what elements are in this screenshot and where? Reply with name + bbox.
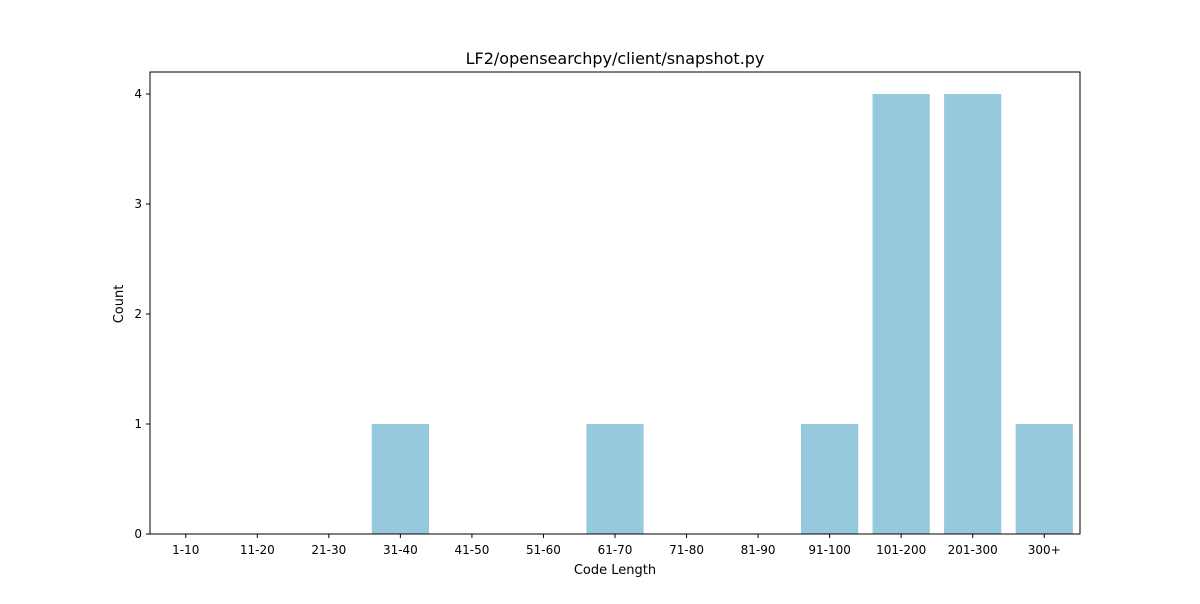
y-tick-label: 0 <box>134 527 142 541</box>
x-tick-label: 11-20 <box>240 543 275 557</box>
y-axis-label: Count <box>112 285 127 324</box>
chart-title: LF2/opensearchpy/client/snapshot.py <box>466 49 765 68</box>
x-tick-label: 61-70 <box>598 543 633 557</box>
bar-300+ <box>1015 424 1073 534</box>
bar-201-300 <box>944 94 1002 534</box>
x-tick-label: 1-10 <box>172 543 199 557</box>
x-tick-label: 300+ <box>1028 543 1061 557</box>
bar-61-70 <box>586 424 644 534</box>
x-tick-label: 41-50 <box>454 543 489 557</box>
bar-101-200 <box>872 94 930 534</box>
x-tick-label: 81-90 <box>741 543 776 557</box>
x-tick-label: 31-40 <box>383 543 418 557</box>
x-tick-label: 21-30 <box>311 543 346 557</box>
y-tick-label: 2 <box>134 307 142 321</box>
y-tick-label: 3 <box>134 197 142 211</box>
x-tick-label: 91-100 <box>808 543 851 557</box>
x-axis-ticks: 1-10 11-20 21-30 31-40 41-50 51-60 61-70 71-80 8… <box>172 534 1061 557</box>
x-tick-label: 101-200 <box>876 543 926 557</box>
x-tick-label: 71-80 <box>669 543 704 557</box>
bar-91-100 <box>801 424 859 534</box>
y-tick-label: 4 <box>134 87 142 101</box>
x-axis-label: Code Length <box>574 563 656 578</box>
x-tick-label: 201-300 <box>948 543 998 557</box>
bar-31-40 <box>371 424 429 534</box>
bars-group <box>371 94 1073 534</box>
y-tick-label: 1 <box>134 417 142 431</box>
x-tick-label: 51-60 <box>526 543 561 557</box>
y-axis-ticks: 0 1 2 3 4 <box>134 87 150 541</box>
